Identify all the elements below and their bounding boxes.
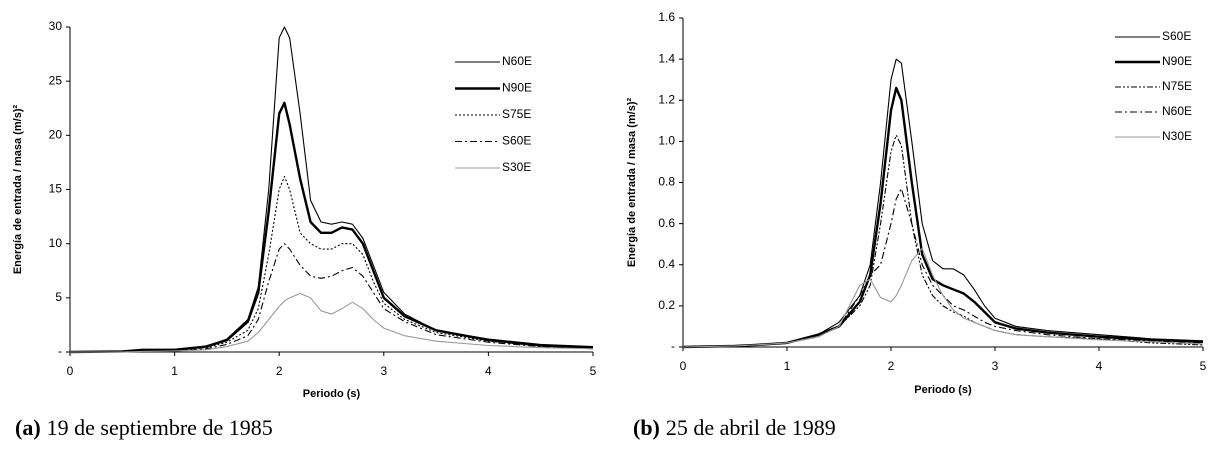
y-tick-label: 1.4 — [658, 51, 675, 65]
y-tick-label: 5 — [55, 290, 62, 304]
y-tick-label: - — [671, 339, 675, 353]
y-tick-label: 1.0 — [658, 134, 675, 148]
legend-label: N90E — [1162, 54, 1192, 68]
legend-label: S30E — [502, 160, 531, 174]
y-axis-label: Energía de entrada / masa (m/s)² — [626, 98, 638, 268]
x-tick-label: 1 — [784, 359, 791, 373]
y-tick-label: 1.6 — [658, 10, 675, 24]
y-tick-label: 0.6 — [658, 216, 675, 230]
y-tick-label: 20 — [49, 128, 63, 142]
chart: - 0.2 0.4 0.6 0.8 1.0 1.2 1.4 1.6 0 1 2 3 4 5 Periodo (… — [626, 10, 1207, 440]
caption-label: (b) — [633, 415, 660, 440]
y-tick-label: 15 — [49, 182, 63, 196]
series-line — [70, 175, 594, 353]
x-tick-label: 0 — [67, 364, 74, 378]
y-tick-label: 25 — [49, 73, 63, 87]
legend-label: N60E — [502, 54, 532, 68]
caption: (b) 25 de abril de 1989 — [633, 415, 836, 440]
series-line — [682, 188, 1204, 348]
caption-text: 25 de abril de 1989 — [666, 415, 836, 440]
series-line — [682, 134, 1204, 348]
y-tick-label: 0.8 — [658, 175, 675, 189]
chart: - 5 10 15 20 25 30 0 1 2 3 4 5 Periodo (s) Energía de … — [12, 19, 597, 440]
legend-label: S60E — [502, 134, 531, 148]
y-tick-label: 1.2 — [658, 92, 675, 106]
x-tick-label: 4 — [485, 364, 492, 378]
y-tick-label: 0.4 — [658, 257, 675, 271]
legend-label: S60E — [1162, 29, 1191, 43]
series-line — [682, 86, 1204, 349]
caption-label: (a) — [15, 415, 41, 440]
x-tick-label: 0 — [680, 359, 687, 373]
legend-label: N30E — [1162, 129, 1192, 143]
x-tick-label: 1 — [171, 364, 178, 378]
series-line — [69, 101, 594, 354]
caption: (a) 19 de septiembre de 1985 — [15, 415, 273, 440]
y-tick-label: 10 — [49, 236, 63, 250]
legend-label: S75E — [502, 107, 531, 121]
caption-text: 19 de septiembre de 1985 — [47, 415, 273, 440]
y-axis-label: Energía de entrada / masa (m/s)² — [12, 105, 24, 275]
x-axis-label: Periodo (s) — [303, 388, 361, 400]
series-line — [70, 243, 594, 353]
legend-label: N90E — [502, 81, 532, 95]
series-line — [682, 58, 1204, 348]
x-tick-label: 5 — [590, 364, 597, 378]
series-line — [682, 247, 1204, 348]
series-line — [69, 26, 594, 353]
x-tick-label: 4 — [1096, 359, 1103, 373]
x-tick-label: 2 — [888, 359, 895, 373]
x-tick-label: 3 — [992, 359, 999, 373]
x-tick-label: 5 — [1200, 359, 1207, 373]
y-tick-label: 30 — [49, 19, 63, 33]
x-tick-label: 2 — [276, 364, 283, 378]
y-tick-label: - — [58, 344, 62, 358]
x-axis-label: Periodo (s) — [914, 384, 972, 396]
y-tick-label: 0.2 — [658, 298, 675, 312]
legend-label: N60E — [1162, 104, 1192, 118]
legend-label: N75E — [1162, 79, 1192, 93]
x-tick-label: 3 — [380, 364, 387, 378]
series-line — [70, 292, 594, 353]
